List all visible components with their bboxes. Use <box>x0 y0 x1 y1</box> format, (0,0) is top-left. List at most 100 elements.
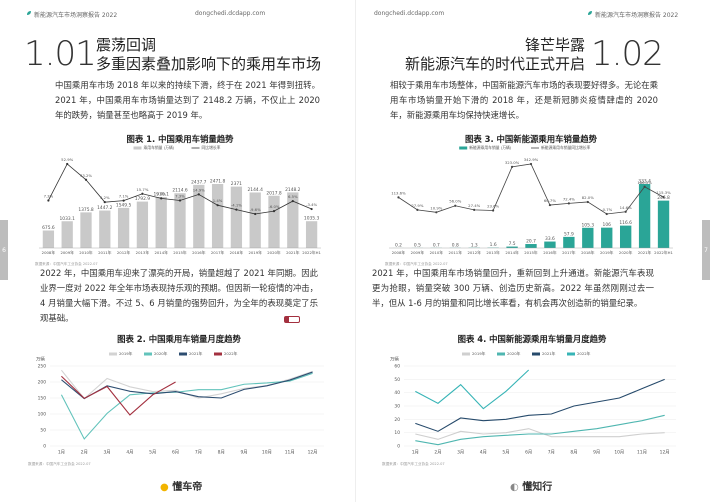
x-tick-label: 2011年 <box>98 250 112 255</box>
bar <box>230 186 243 248</box>
bar-label: 2144.4 <box>248 187 264 193</box>
bar <box>117 207 130 248</box>
bar-label: 1549.5 <box>116 202 132 208</box>
bar-label: 2471.8 <box>210 179 226 185</box>
gutter <box>355 0 356 502</box>
x-tick-label: 2009年 <box>60 250 74 255</box>
legend-label: 2020年 <box>154 351 168 356</box>
x-tick-label: 12月 <box>308 450 318 456</box>
x-tick-label: 2010年 <box>79 250 93 255</box>
x-tick-label: 10月 <box>262 450 272 456</box>
bar <box>657 200 670 248</box>
bar-label: 0.7 <box>433 242 440 248</box>
logo-text: 懂知行 <box>522 482 553 493</box>
chart-source: 数据来源：中国汽车工业协会 2022.07 <box>382 462 445 466</box>
growth-label: 72.4% <box>563 196 575 201</box>
progress-icon <box>284 316 300 323</box>
bar-label: 1970.1 <box>154 191 170 197</box>
legend-swatch <box>462 352 470 356</box>
footer-logo: ◐ 懂知行 <box>510 482 553 493</box>
bar-label: 33.6 <box>545 236 555 242</box>
paragraph: 中国乘用车市场 2018 年以来的持续下滑，终于在 2021 年得到扭转。202… <box>55 80 320 120</box>
paragraph: 2021 年，中国乘用车市场销量回升，重新回到上升通道。新能源汽车表现更为抢眼，… <box>372 268 654 308</box>
growth-label: -6.0% <box>268 204 279 209</box>
legend-label: 2019年 <box>119 351 133 356</box>
bar-label: 105.3 <box>582 222 595 228</box>
y-tick-label: 30 <box>394 404 400 410</box>
title-line: 新能源汽车的时代正式开启 <box>404 55 585 73</box>
legend-label: 2021年 <box>542 351 556 356</box>
growth-point <box>160 197 163 200</box>
logo-text: 懂车帝 <box>172 482 203 493</box>
growth-label: 7.3% <box>175 193 185 198</box>
series-line <box>415 428 665 440</box>
bar <box>619 225 632 248</box>
x-tick-label: 2008年 <box>392 250 406 255</box>
bar-label: 1792.9 <box>135 196 151 202</box>
x-tick-label: 2019年 <box>600 250 614 255</box>
chart-source: 数据来源：中国汽车工业协会 2022.07 <box>28 462 91 466</box>
legend-label: 2021年 <box>189 351 203 356</box>
y-tick-label: 20 <box>394 417 400 423</box>
x-tick-label: 2018年 <box>581 250 595 255</box>
growth-label: 6.5% <box>288 194 298 199</box>
chart-title: 图表 4. 中国新能源乘用车销量月度趋势 <box>457 334 607 344</box>
chart-source: 数据来源：中国汽车工业协会 2022.07 <box>385 262 448 266</box>
x-tick-label: 2009年 <box>411 250 425 255</box>
y-axis-label: 万辆 <box>36 356 45 363</box>
header-report: 新能源汽车市场洞察报告 2022 <box>34 12 118 19</box>
paragraph: 相较于乘用车市场整体，中国新能源汽车市场的表现要好得多。无论在乘用车市场销量开始… <box>390 80 658 120</box>
legend-swatch <box>133 146 142 150</box>
bar-label: 2437.7 <box>191 179 207 185</box>
x-tick-label: 2020年 <box>267 250 281 255</box>
chart-title: 图表 1. 中国乘用车销量趋势 <box>126 134 234 144</box>
growth-point <box>529 162 533 166</box>
growth-label: 186.5% <box>637 180 652 185</box>
x-tick-label: 2020年 <box>619 250 633 255</box>
x-tick-label: 2月 <box>434 450 441 456</box>
x-tick-label: 2014年 <box>505 250 519 255</box>
y-tick-label: 10 <box>394 430 400 436</box>
x-tick-label: 1月 <box>58 450 65 456</box>
bar <box>155 196 167 248</box>
bar-label: 106 <box>603 222 612 228</box>
growth-point <box>454 204 457 207</box>
page-tab: 7 <box>702 220 710 280</box>
growth-point <box>435 211 438 214</box>
bar-label: 57.9 <box>564 231 574 237</box>
growth-label: -3.4% <box>306 202 317 207</box>
growth-point <box>178 199 182 202</box>
bar <box>61 221 73 248</box>
chart: 新能源乘用车销量 (万辆) 新能源乘用车销量同比增长率 0.2 0.5 0.7 0.8 1.… <box>389 145 673 255</box>
bar-label: 20.7 <box>526 239 536 245</box>
x-tick-label: 6月 <box>172 450 179 456</box>
section-title: 震荡回调 多重因素叠加影响下的乘用车市场 <box>96 36 321 74</box>
growth-label: 60.7% <box>544 198 556 203</box>
growth-label: 14.9% <box>193 187 205 192</box>
legend-swatch <box>179 352 187 356</box>
bar-label: 0.2 <box>395 242 402 248</box>
growth-label: 33.2% <box>80 173 92 178</box>
x-tick-label: 2013年 <box>486 250 500 255</box>
legend-label: 同比增长率 <box>202 145 221 150</box>
x-tick-label: 2016年 <box>543 250 557 255</box>
growth-point <box>235 208 238 211</box>
bar-label: 1375.8 <box>78 207 94 213</box>
growth-label: 7.1% <box>119 194 129 199</box>
legend-label: 新能源乘用车销量 (万辆) <box>469 145 512 150</box>
x-tick-label: 2017年 <box>211 250 225 255</box>
growth-point <box>122 199 125 202</box>
y-axis-label: 万辆 <box>390 356 399 363</box>
header-report: 新能源汽车市场洞察报告 2022 <box>595 12 679 19</box>
bar <box>506 246 518 248</box>
x-tick-label: 3月 <box>103 450 110 456</box>
legend-label: 2019年 <box>472 351 486 356</box>
bar-label: 2017.8 <box>266 190 282 196</box>
y-tick-label: 100 <box>38 412 47 418</box>
growth-point <box>473 208 476 212</box>
growth-label: -0.7% <box>601 207 612 212</box>
section-title: 锋芒毕露 新能源汽车的时代正式开启 <box>405 36 585 74</box>
